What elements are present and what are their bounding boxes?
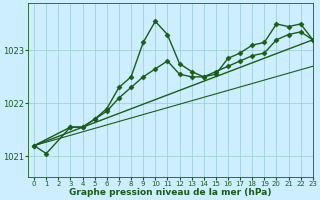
X-axis label: Graphe pression niveau de la mer (hPa): Graphe pression niveau de la mer (hPa) bbox=[69, 188, 272, 197]
